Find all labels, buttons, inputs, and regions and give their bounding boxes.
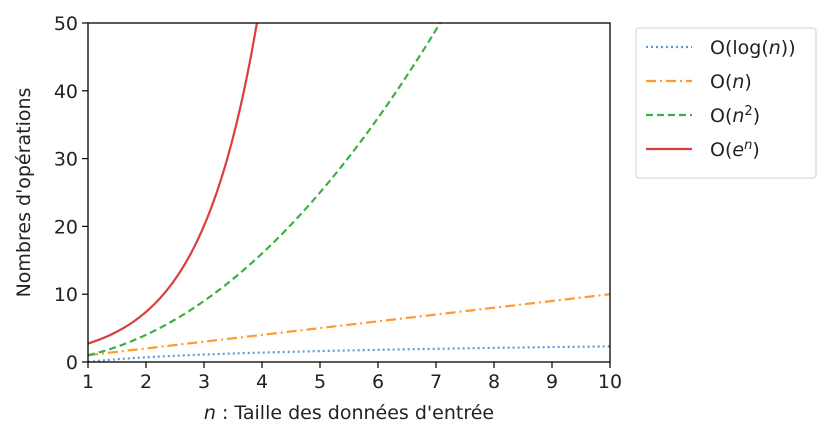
y-tick-label: 50 bbox=[54, 13, 78, 35]
x-tick-label: 9 bbox=[546, 371, 558, 393]
series-layer bbox=[88, 23, 610, 362]
x-tick-label: 10 bbox=[598, 371, 622, 393]
legend-label-linear: O(n) bbox=[710, 71, 752, 93]
y-tick-label: 30 bbox=[54, 149, 78, 171]
legend-label-quadratic: O(n2) bbox=[710, 104, 760, 128]
x-axis-text: : Taille des données d'entrée bbox=[216, 402, 494, 424]
x-axis-label: n : Taille des données d'entrée bbox=[204, 402, 494, 424]
y-tick-label: 0 bbox=[66, 352, 78, 374]
series-line-quadratic bbox=[88, 23, 442, 357]
legend: O(log(n)) O(n) O(n2) O(en) bbox=[635, 27, 817, 179]
legend-label-log: O(log(n)) bbox=[710, 37, 796, 59]
y-tick-label: 20 bbox=[54, 216, 78, 238]
x-tick-label: 8 bbox=[488, 371, 500, 393]
legend-label-exponential: O(en) bbox=[710, 138, 760, 162]
x-tick-label: 3 bbox=[198, 371, 210, 393]
series-line-exponential bbox=[88, 23, 259, 345]
x-tick-label: 7 bbox=[430, 371, 442, 393]
y-tick-label: 40 bbox=[54, 81, 78, 103]
x-tick-label: 4 bbox=[256, 371, 268, 393]
x-tick-label: 2 bbox=[140, 371, 152, 393]
series-line-linear bbox=[88, 293, 610, 357]
x-axis-variable: n bbox=[204, 402, 216, 424]
y-tick-label: 10 bbox=[54, 284, 78, 306]
plot-area bbox=[87, 22, 611, 363]
y-axis-label: Nombres d'opérations bbox=[13, 88, 35, 298]
x-tick-label: 5 bbox=[314, 371, 326, 393]
axis-ticks: 1 2 3 4 5 6 7 8 9 10 0 10 20 30 40 50 bbox=[54, 13, 622, 393]
legend-box bbox=[635, 27, 817, 179]
x-tick-label: 6 bbox=[372, 371, 384, 393]
series-line-log bbox=[88, 345, 610, 362]
x-tick-label: 1 bbox=[82, 371, 94, 393]
